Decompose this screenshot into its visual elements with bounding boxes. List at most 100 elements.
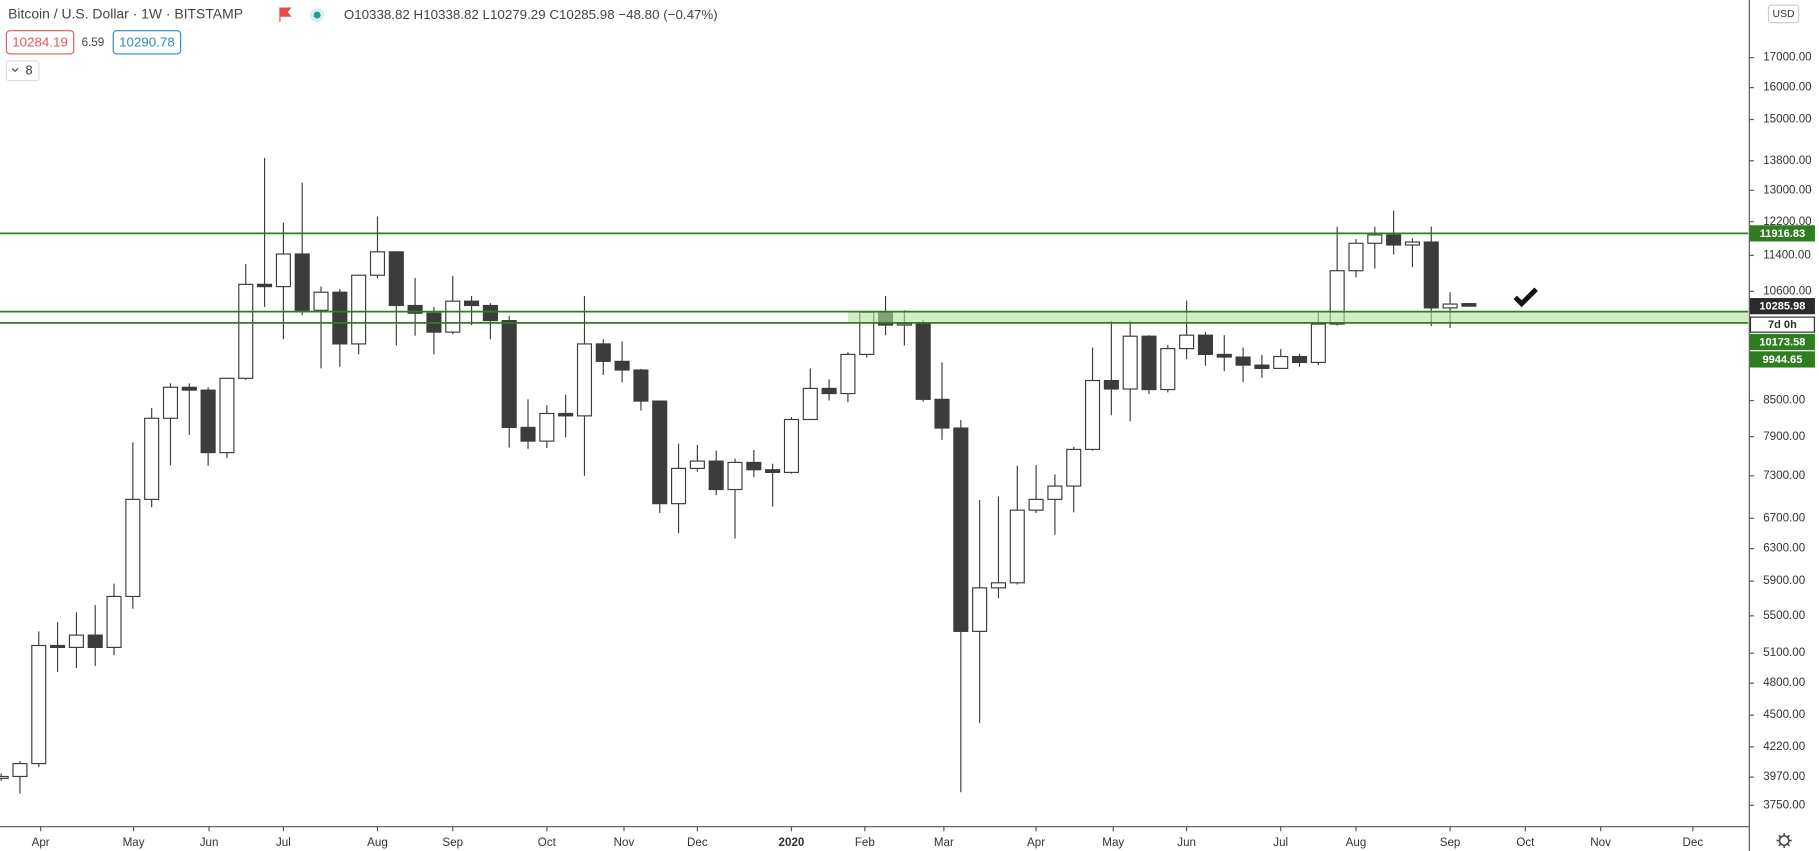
y-tick-label: 3750.00: [1763, 798, 1805, 811]
candle-body: [1235, 356, 1251, 366]
y-tick-label: 16000.00: [1763, 81, 1811, 94]
candle-body: [1047, 485, 1063, 500]
last-price-label: 10285.98: [1759, 301, 1805, 313]
candle-body: [87, 634, 103, 648]
flag-icon[interactable]: [279, 7, 292, 23]
candle-body: [576, 343, 593, 417]
ask-price: 10290.78: [119, 34, 175, 49]
y-tick-label: 12200.00: [1763, 215, 1811, 228]
x-tick-label: Jun: [1177, 836, 1196, 849]
countdown-label-box: [1749, 316, 1815, 333]
candle-body: [1461, 303, 1477, 307]
candle-body: [482, 304, 498, 322]
indicator-toggle[interactable]: [5, 60, 40, 82]
currency-box[interactable]: [1767, 4, 1800, 24]
candle-body: [1273, 355, 1289, 369]
ohlc-value: 10338.82: [354, 7, 410, 22]
candle-body: [445, 300, 461, 333]
level-label: 10173.58: [1759, 337, 1805, 349]
bid-box[interactable]: [5, 30, 75, 55]
chevron: [11, 67, 19, 73]
candle-body: [238, 283, 254, 379]
y-tick-label: 4220.00: [1763, 740, 1805, 753]
candle-body: [671, 467, 687, 505]
candle-body: [1216, 353, 1232, 358]
x-tick-label: Jun: [200, 836, 219, 849]
candle-body: [351, 274, 367, 345]
candle-body: [388, 251, 404, 307]
y-tick-label: 17000.00: [1763, 51, 1811, 64]
y-tick-label: 5500.00: [1763, 609, 1805, 622]
ohlc-change: −48.80 (−0.47%): [618, 7, 717, 22]
last-price-label-box: [1749, 298, 1815, 315]
x-tick-label: Apr: [32, 836, 50, 849]
candle-body: [1348, 242, 1364, 272]
candle-body: [821, 387, 837, 395]
candle-body: [708, 460, 724, 491]
candle-body: [257, 283, 273, 288]
level-label-box: [1749, 333, 1815, 351]
ohlc-letter: H: [414, 7, 424, 22]
level-label: 9944.65: [1762, 354, 1802, 366]
candle-body: [407, 304, 423, 314]
x-tick-label: Aug: [367, 836, 388, 849]
x-tick-label: Nov: [1590, 836, 1611, 849]
ask-box[interactable]: [112, 30, 182, 55]
y-tick-label: 13800.00: [1763, 154, 1811, 167]
candle-body: [1386, 234, 1402, 246]
candle-body: [50, 644, 66, 648]
candle-body: [990, 582, 1007, 589]
x-tick-label: Sep: [1440, 836, 1461, 849]
candle-body: [1028, 498, 1044, 511]
x-tick-label: Oct: [1516, 836, 1535, 849]
candle-body: [896, 323, 912, 326]
x-tick-label: Apr: [1027, 836, 1045, 849]
y-tick-label: 5900.00: [1763, 574, 1805, 587]
candle-body: [12, 762, 28, 778]
ohlc-value: 10285.98: [559, 7, 615, 22]
bid-price: 10284.19: [12, 34, 68, 49]
ohlc-letter: C: [549, 7, 559, 22]
y-tick-label: 11400.00: [1763, 248, 1811, 261]
candle-body: [689, 460, 705, 469]
level-label: 11916.83: [1760, 228, 1805, 240]
x-tick-label: Feb: [855, 836, 875, 849]
spread: 6.59: [82, 36, 105, 49]
candle-body: [464, 300, 480, 307]
y-tick-label: 4500.00: [1763, 708, 1805, 721]
y-tick-label: 8500.00: [1763, 394, 1805, 407]
candle-body: [1310, 323, 1326, 364]
candle-body: [313, 291, 329, 311]
candle-body: [558, 412, 574, 417]
candle-body: [746, 461, 762, 471]
indicator-count: 8: [25, 63, 32, 78]
candle-body: [294, 253, 310, 311]
x-tick-label: Jul: [276, 836, 291, 849]
candle-body: [1291, 355, 1308, 364]
candle-body: [840, 353, 856, 395]
ohlc-letter: O: [344, 7, 354, 22]
candle-body: [915, 323, 931, 400]
level-label-box: [1749, 351, 1815, 368]
y-tick-label: 3970.00: [1763, 770, 1805, 783]
candle-body: [614, 360, 630, 371]
settings-icon[interactable]: [1776, 833, 1792, 849]
candle-body: [953, 427, 969, 632]
y-tick-label: 10600.00: [1763, 284, 1811, 297]
candle-body: [1179, 334, 1195, 350]
candle-body: [1066, 448, 1082, 487]
candle-body: [31, 644, 47, 765]
candle-body: [765, 469, 781, 473]
candle-body: [1084, 379, 1101, 450]
y-tick-label: 13000.00: [1763, 183, 1811, 196]
candle-body: [652, 400, 668, 505]
x-tick-label: May: [123, 836, 145, 849]
candle-body: [1160, 348, 1176, 391]
candle-body: [501, 320, 517, 428]
candle-body: [783, 418, 800, 473]
candle-body: [1103, 379, 1119, 390]
candle-body: [972, 587, 988, 632]
